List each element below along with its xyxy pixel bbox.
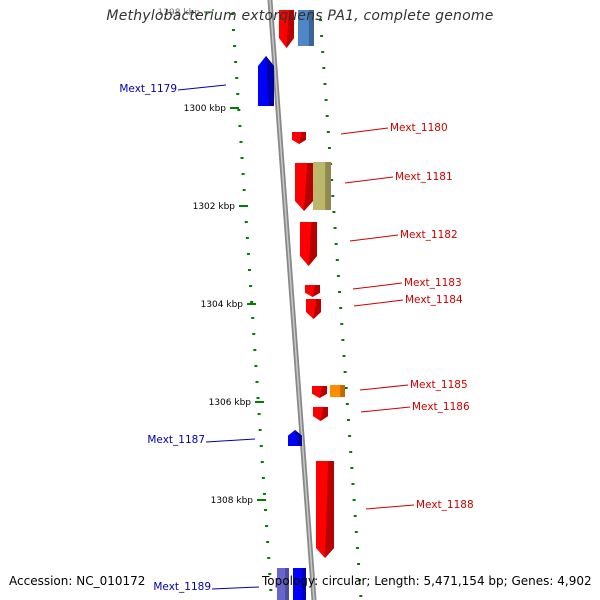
gene-feature-mext-1186 — [313, 407, 328, 421]
kbp-label: 1306 kbp — [209, 398, 252, 408]
kbp-label: 1304 kbp — [201, 300, 244, 310]
gene-label-leader — [360, 406, 411, 413]
gene-label[interactable]: Mext_1183 — [404, 277, 462, 289]
gene-feature-orange-box — [330, 385, 345, 397]
gene-feature-mext-1184 — [306, 299, 321, 319]
scale-ticks-right — [318, 19, 363, 597]
gene-feature-top-red — [279, 10, 294, 48]
gene-feature-top-blue — [298, 10, 314, 46]
genome-title: Methylobacterium extorquens PA1, complet… — [106, 8, 494, 24]
gene-label[interactable]: Mext_1180 — [390, 122, 448, 134]
accession-text: Accession: NC_010172 — [9, 574, 146, 588]
gene-label[interactable]: Mext_1179 — [119, 83, 177, 95]
gene-feature-mext-1183 — [305, 285, 320, 297]
gene-label[interactable]: Mext_1182 — [400, 229, 458, 241]
gene-feature-mext-1189-shadow — [277, 568, 289, 600]
gene-feature-mext-1180 — [292, 132, 306, 144]
kbp-label: 1308 kbp — [211, 496, 254, 506]
gene-feature-mext-1188 — [316, 461, 334, 558]
genome-summary-text: Topology: circular; Length: 5,471,154 bp… — [262, 574, 592, 588]
gene-label-leader — [352, 282, 403, 290]
kbp-axis-labels: 1298 kbp 1300 kbp 1302 kbp 1304 kbp 1306 kbp… — [158, 8, 266, 506]
gene-label[interactable]: Mext_1189 — [153, 581, 211, 593]
gene-features — [258, 10, 345, 600]
gene-label-leader — [365, 504, 415, 510]
gene-label[interactable]: Mext_1185 — [410, 379, 468, 391]
gene-feature-mext-1189 — [293, 568, 306, 600]
gene-label-leader — [340, 127, 389, 135]
gene-label[interactable]: Mext_1187 — [147, 434, 205, 446]
gene-labels: Mext_1179 Mext_1180 Mext_1181 Mext_1182 Mext… — [119, 83, 473, 593]
gene-feature-mext-1187 — [288, 430, 302, 446]
kbp-label: 1302 kbp — [193, 202, 236, 212]
gene-feature-mext-1185 — [312, 386, 327, 398]
kbp-label: 1300 kbp — [184, 104, 227, 114]
gene-label-leader — [349, 234, 399, 242]
gene-label-leader — [177, 84, 227, 91]
gene-label[interactable]: Mext_1186 — [412, 401, 470, 413]
gene-feature-mext-1181 — [295, 163, 313, 211]
gene-label[interactable]: Mext_1181 — [395, 171, 453, 183]
gene-label-leader — [211, 586, 260, 590]
genome-backbone-highlight — [269, 0, 315, 600]
gene-label-leader — [359, 384, 409, 391]
gene-label[interactable]: Mext_1188 — [416, 499, 474, 511]
gene-label[interactable]: Mext_1184 — [405, 294, 463, 306]
gene-label-leader — [205, 438, 256, 443]
kbp-label: 1298 kbp — [158, 8, 201, 18]
scale-ticks-left — [230, 13, 273, 591]
gene-feature-mext-1182 — [300, 222, 317, 266]
gene-feature-mext-1179 — [258, 56, 274, 106]
gene-label-leader — [344, 176, 394, 184]
gene-feature-olive-box — [313, 162, 331, 210]
gene-label-leader — [353, 299, 404, 307]
